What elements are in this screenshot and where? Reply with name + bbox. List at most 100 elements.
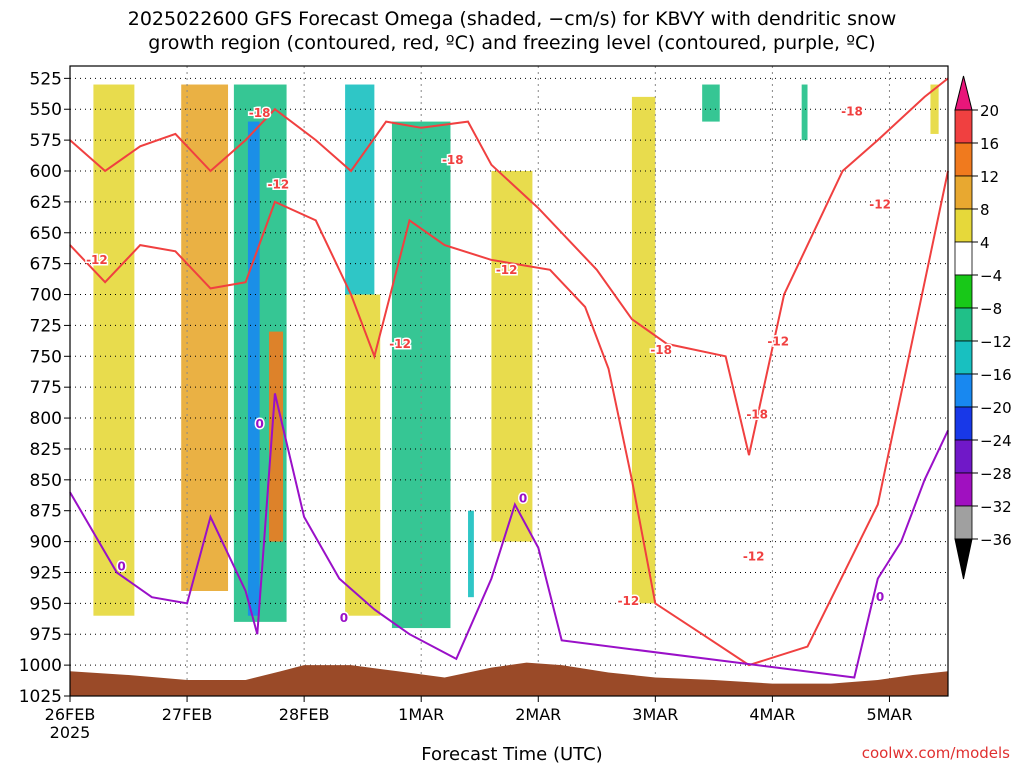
colorbar-label: 16 xyxy=(980,135,999,153)
colorbar-label: 20 xyxy=(980,102,999,120)
colorbar-swatch xyxy=(954,340,973,375)
x-tick-label: 27FEB xyxy=(162,705,213,724)
y-tick-label: 950 xyxy=(30,594,62,614)
dgz-contour-minus-12 xyxy=(69,170,949,667)
colorbar-swatch xyxy=(954,208,973,243)
plot-frame xyxy=(69,65,949,697)
colorbar-swatch xyxy=(954,175,973,210)
y-tick-label: 975 xyxy=(30,625,62,645)
y-tick-label: 525 xyxy=(30,69,62,89)
x-tick-label: 3MAR xyxy=(632,705,678,724)
colorbar-swatch xyxy=(954,439,973,474)
omega-shading-layer xyxy=(93,84,939,629)
x-axis: 26FEB 27FEB 28FEB 1MAR 2MAR 3MAR 4MAR 5MAR 2025 xyxy=(45,696,912,742)
y-tick-label: 550 xyxy=(30,100,62,120)
contour-label: -18 xyxy=(841,105,863,119)
terrain-fill xyxy=(70,662,948,696)
terrain-layer xyxy=(70,662,948,696)
colorbar-swatch xyxy=(954,142,973,177)
y-tick-label: 575 xyxy=(30,131,62,151)
x-year-label: 2025 xyxy=(50,723,91,742)
colorbar-swatch xyxy=(954,472,973,507)
colorbar-label: −20 xyxy=(980,399,1012,417)
omega-shaded-area xyxy=(345,84,375,295)
contour-label: -18 xyxy=(249,106,271,120)
y-tick-label: 750 xyxy=(30,347,62,367)
chart-title-line-2: growth region (contoured, red, ºC) and f… xyxy=(148,32,876,54)
y-tick-label: 725 xyxy=(30,316,62,336)
colorbar-label: −12 xyxy=(980,333,1012,351)
y-tick-label: 625 xyxy=(30,193,62,213)
colorbar-swatch xyxy=(954,505,973,540)
x-tick-label: 28FEB xyxy=(279,705,330,724)
omega-shaded-area xyxy=(181,84,229,591)
colorbar-label: −32 xyxy=(980,498,1012,516)
contour-label: -12 xyxy=(869,197,891,211)
omega-shaded-area xyxy=(269,331,284,542)
y-tick-label: 650 xyxy=(30,224,62,244)
contour-label: 0 xyxy=(519,491,527,505)
x-tick-label: 1MAR xyxy=(398,705,444,724)
omega-shaded-area xyxy=(345,294,381,616)
omega-shaded-area xyxy=(801,84,808,141)
omega-shaded-area xyxy=(93,84,135,616)
contour-label: 0 xyxy=(117,559,125,573)
omega-shaded-area xyxy=(468,510,474,598)
y-tick-label: 900 xyxy=(30,533,62,553)
contour-label: -12 xyxy=(268,178,290,192)
y-tick-label: 800 xyxy=(30,409,62,429)
colorbar-swatch xyxy=(954,406,973,441)
y-tick-label: 850 xyxy=(30,471,62,491)
dgz-contour-minus-18 xyxy=(69,77,949,456)
colorbar-label: −28 xyxy=(980,465,1012,483)
credit-link[interactable]: coolwx.com/models xyxy=(861,744,1010,762)
contour-label: -12 xyxy=(389,337,411,351)
colorbar: 20 16 12 8 4 −4 −8 −12 −16 −20 −24 −28 −32 −36 xyxy=(954,75,1012,580)
y-tick-label: 700 xyxy=(30,286,62,306)
omega-shaded-area xyxy=(491,171,533,542)
contour-label: -12 xyxy=(743,549,765,563)
colorbar-label: 12 xyxy=(980,168,999,186)
colorbar-swatch xyxy=(954,109,973,144)
colorbar-swatch xyxy=(954,241,973,276)
colorbar-swatch xyxy=(954,373,973,408)
y-tick-label: 1025 xyxy=(19,687,62,707)
contour-label-layer: -18 -18 -18 -18 -18 -12 -12 -12 -12 -12 -12 -12 -12 0… xyxy=(85,103,893,626)
contour-label: 0 xyxy=(876,590,884,604)
contour-label: 0 xyxy=(255,417,263,431)
y-tick-label: 600 xyxy=(30,162,62,182)
colorbar-swatch xyxy=(954,307,973,342)
x-tick-label: 4MAR xyxy=(749,705,795,724)
contour-layer xyxy=(69,77,949,679)
contour-label: -18 xyxy=(442,153,464,167)
colorbar-label: −36 xyxy=(980,531,1012,549)
colorbar-label: −8 xyxy=(980,300,1002,318)
y-tick-label: 875 xyxy=(30,502,62,522)
freezing-level-contour xyxy=(69,393,949,679)
colorbar-top-arrow xyxy=(954,75,973,111)
contour-label: 0 xyxy=(340,611,348,625)
colorbar-label: 8 xyxy=(980,201,990,219)
colorbar-bottom-arrow xyxy=(954,538,973,580)
y-tick-label: 825 xyxy=(30,440,62,460)
x-tick-label: 26FEB xyxy=(45,705,96,724)
contour-label: -12 xyxy=(767,334,789,348)
y-tick-label: 775 xyxy=(30,378,62,398)
omega-shaded-area xyxy=(702,84,720,122)
y-tick-label: 675 xyxy=(30,255,62,275)
x-axis-title: Forecast Time (UTC) xyxy=(421,744,603,765)
omega-shaded-area xyxy=(930,84,939,134)
colorbar-swatch xyxy=(954,274,973,309)
colorbar-label: −16 xyxy=(980,366,1012,384)
colorbar-label: −4 xyxy=(980,267,1002,285)
contour-label: -12 xyxy=(496,263,518,277)
y-axis: 525 550 575 600 625 650 675 700 725 750 775 800 825 8… xyxy=(19,69,70,707)
y-tick-label: 1000 xyxy=(19,656,62,676)
contour-label: -18 xyxy=(650,343,672,357)
omega-shaded-area xyxy=(247,121,260,616)
contour-label: -12 xyxy=(86,253,108,267)
x-tick-label: 5MAR xyxy=(866,705,912,724)
omega-shaded-area xyxy=(631,96,656,604)
contour-label: -18 xyxy=(746,407,768,421)
